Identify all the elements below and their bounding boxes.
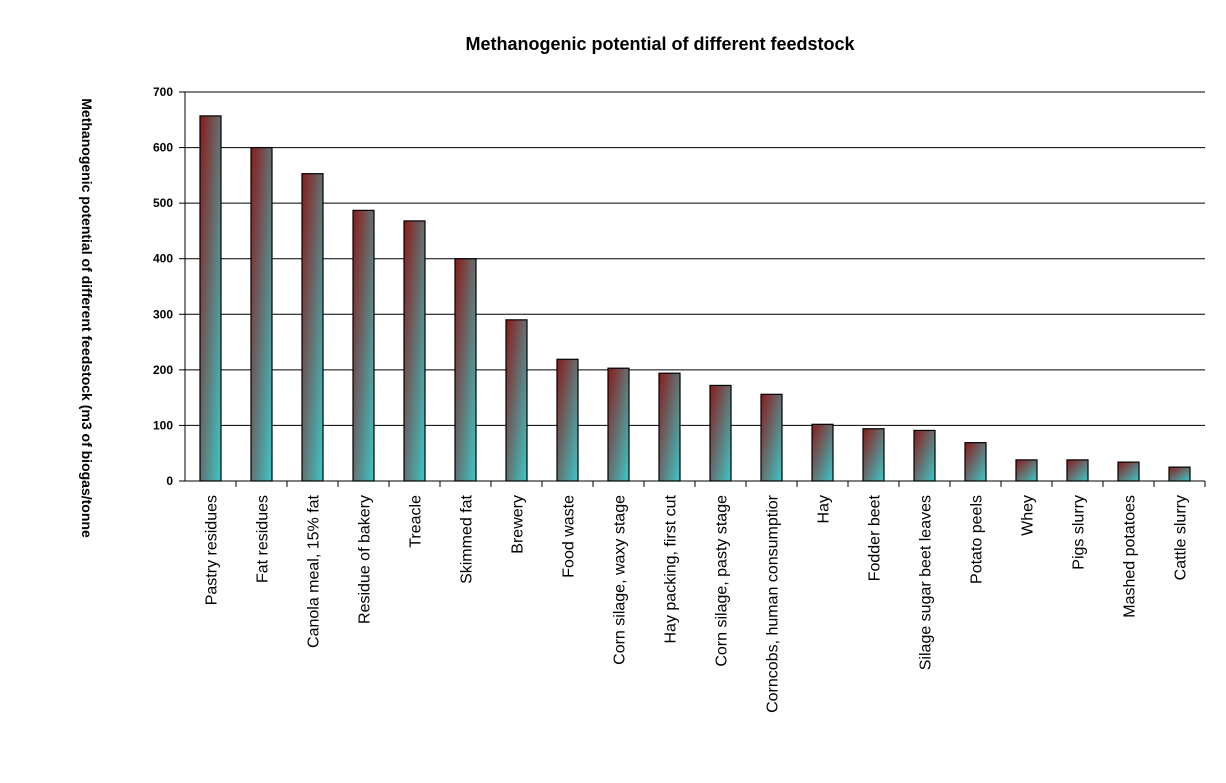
bar	[658, 372, 681, 482]
y-tick-label: 700	[153, 85, 173, 99]
bar	[964, 442, 987, 482]
x-tick-label: Mashed potatoes	[1122, 495, 1139, 618]
x-tick-label: Potato peels	[969, 495, 986, 584]
x-tick-labels: Pastry residues Fat residues Canola meal, …	[204, 481, 1206, 713]
x-tick-label: Brewery	[510, 495, 527, 554]
bar	[301, 173, 324, 482]
x-tick-label: Food waste	[561, 495, 578, 578]
bar	[403, 220, 426, 482]
y-tick-label: 200	[153, 363, 173, 377]
x-tick-label: Pastry residues	[204, 495, 221, 605]
bar	[607, 367, 630, 482]
x-tick-label: Fodder beet	[867, 494, 884, 581]
bar	[913, 429, 936, 482]
bar	[556, 358, 579, 482]
bar	[1066, 459, 1089, 482]
bar	[1168, 466, 1191, 482]
bars	[199, 115, 1191, 482]
y-tick-label: 100	[153, 418, 173, 432]
bar	[505, 319, 528, 482]
x-tick-label: Hay	[816, 495, 833, 523]
x-tick-label: Skimmed fat	[459, 494, 476, 583]
y-tick-label: 0	[166, 474, 173, 488]
bar	[1015, 459, 1038, 482]
x-tick-label: Canola meal, 15% fat	[306, 494, 323, 648]
gridlines	[179, 91, 1205, 482]
bar	[1117, 461, 1140, 482]
y-tick-label: 400	[153, 252, 173, 266]
x-tick-label: Whey	[1020, 495, 1037, 536]
x-tick-label: Treacle	[408, 495, 425, 548]
bar	[250, 146, 273, 482]
bar	[352, 209, 375, 482]
x-tick-label: Corn silage, waxy stage	[612, 495, 629, 665]
y-tick-labels: 0 100 200 300 400 500 600 700	[153, 85, 173, 488]
bar	[862, 428, 885, 482]
x-tick-label: Cattle slurry	[1173, 495, 1190, 580]
x-tick-label: Fat residues	[255, 495, 272, 583]
x-tick-label: Silage sugar beet leaves	[918, 495, 935, 670]
y-axis-label: Methanogenic potential of different feed…	[79, 98, 95, 538]
y-tick-label: 500	[153, 196, 173, 210]
x-tick-label: Corn silage, pasty stage	[714, 495, 731, 667]
bar	[811, 423, 834, 482]
bar	[454, 258, 477, 482]
bar	[760, 393, 783, 482]
x-tick-label: Residue of bakery	[357, 495, 374, 624]
bar	[709, 384, 732, 482]
x-tick-label: Corncobs, human consumptior	[765, 494, 782, 713]
y-tick-label: 600	[153, 141, 173, 155]
x-tick-label: Hay packing, first cut	[663, 494, 680, 643]
x-tick-label: Pigs slurry	[1071, 495, 1088, 570]
chart-title: Methanogenic potential of different feed…	[465, 34, 855, 54]
y-tick-label: 300	[153, 307, 173, 321]
bar	[199, 115, 222, 482]
